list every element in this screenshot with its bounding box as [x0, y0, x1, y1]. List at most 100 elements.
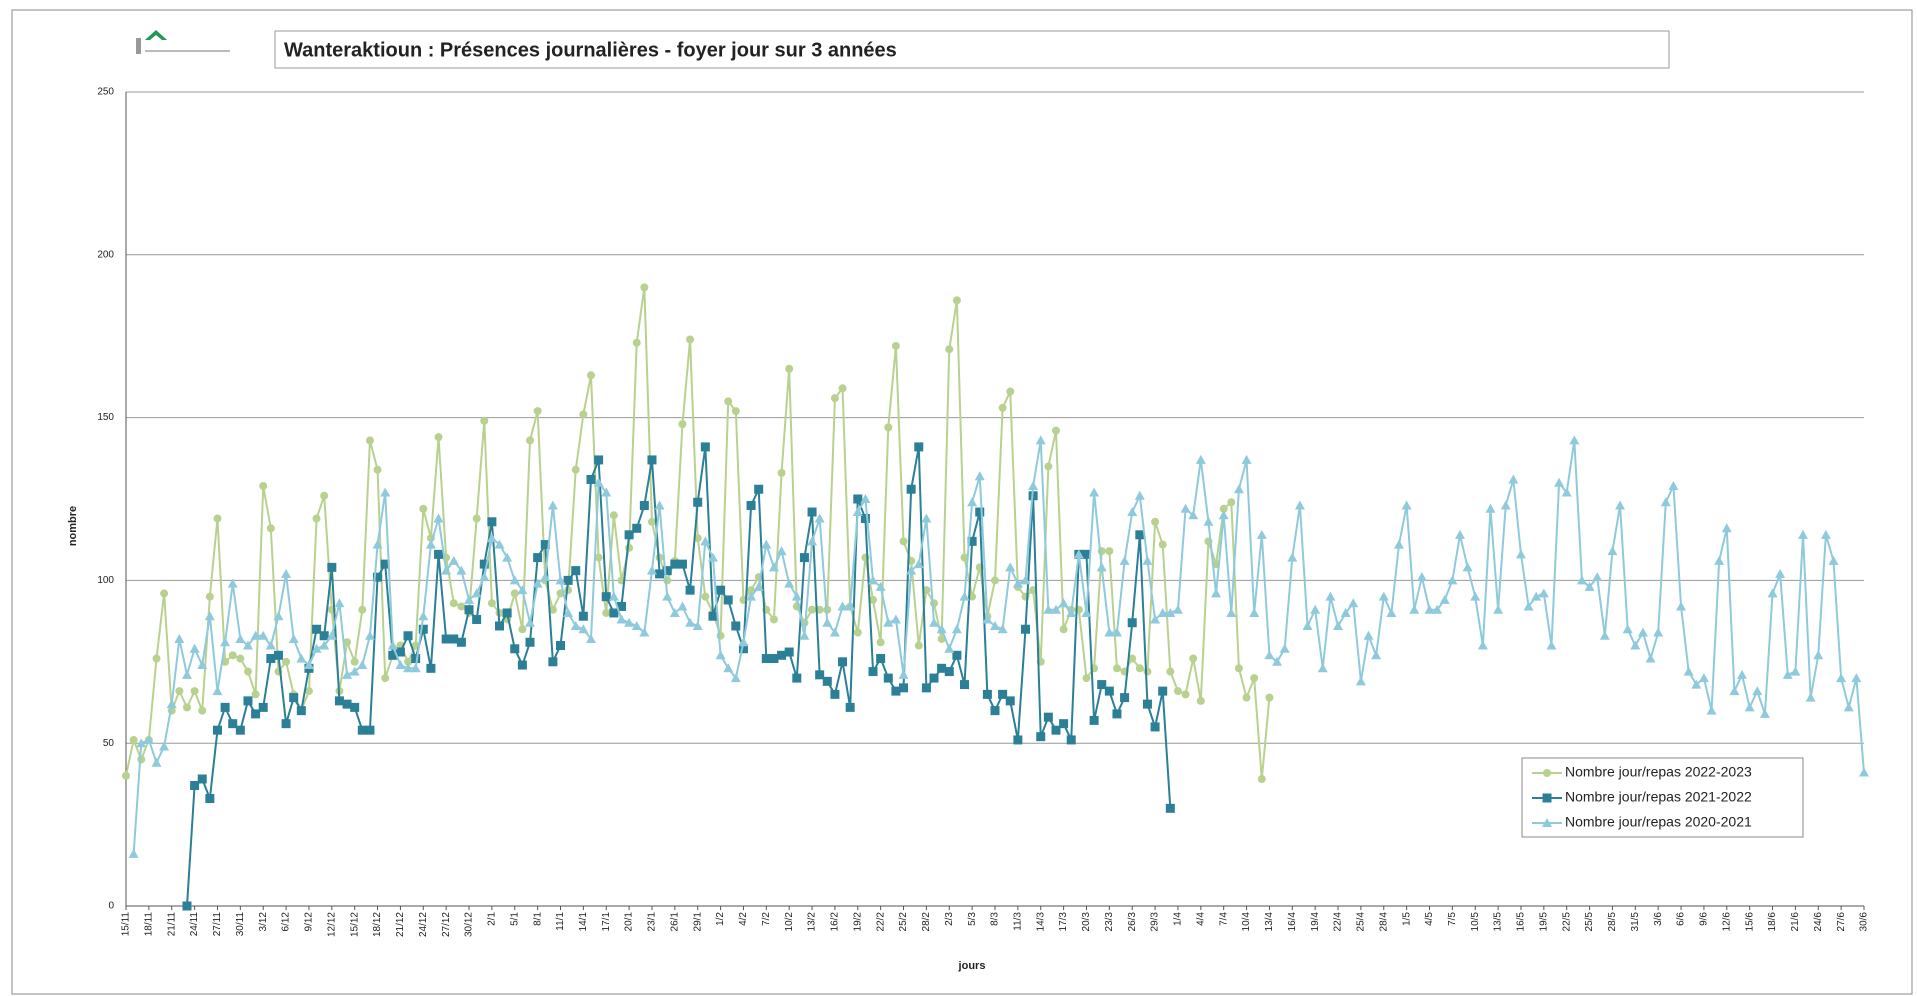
marker: [1172, 604, 1183, 614]
marker: [929, 673, 939, 683]
marker: [646, 565, 657, 575]
marker: [579, 410, 588, 419]
x-tick-label: 15/12: [349, 912, 360, 937]
marker: [1059, 625, 1068, 634]
marker: [952, 650, 962, 660]
marker: [1043, 604, 1054, 614]
marker: [1668, 480, 1679, 490]
marker: [502, 608, 512, 618]
marker: [1181, 690, 1190, 699]
x-tick-label: 4/5: [1424, 912, 1435, 926]
marker: [578, 611, 588, 621]
marker: [1257, 775, 1266, 784]
marker: [1310, 604, 1321, 614]
marker: [1279, 643, 1290, 653]
marker: [197, 774, 207, 784]
x-tick-label: 14/1: [578, 912, 589, 932]
marker: [632, 523, 642, 533]
series-line: [132, 440, 1865, 854]
marker: [273, 611, 284, 621]
marker: [937, 663, 947, 673]
marker: [342, 699, 352, 709]
marker: [799, 630, 810, 640]
marker: [403, 663, 414, 673]
x-tick-label: 22/2: [875, 912, 886, 932]
marker: [1227, 498, 1236, 507]
marker: [815, 670, 825, 680]
marker: [533, 553, 543, 563]
marker: [556, 641, 565, 651]
x-tick-label: 29/1: [692, 912, 703, 932]
marker: [236, 654, 245, 663]
marker: [730, 673, 741, 683]
x-tick-label: 12/6: [1721, 912, 1732, 932]
marker: [1645, 653, 1656, 663]
marker: [563, 575, 573, 585]
marker: [281, 568, 292, 578]
x-tick-label: 28/2: [921, 912, 932, 932]
marker: [869, 595, 878, 604]
marker: [266, 524, 275, 533]
marker: [1165, 607, 1176, 617]
marker: [967, 536, 977, 546]
marker: [1836, 673, 1847, 683]
marker: [364, 630, 375, 640]
marker: [266, 654, 276, 664]
marker: [868, 575, 879, 585]
marker: [738, 644, 748, 654]
marker: [289, 693, 299, 703]
marker: [792, 673, 802, 683]
x-tick-label: 1/4: [1173, 912, 1184, 926]
marker: [731, 407, 740, 416]
marker: [1851, 673, 1862, 683]
marker: [655, 569, 665, 579]
title-box: [274, 30, 1670, 69]
marker: [707, 552, 718, 562]
marker: [190, 781, 200, 791]
marker: [830, 394, 839, 403]
marker: [876, 654, 886, 664]
marker: [319, 640, 330, 650]
x-tick-label: 19/2: [852, 912, 863, 932]
x-tick-label: 28/4: [1378, 912, 1389, 932]
marker: [1401, 500, 1412, 510]
x-tick-label: 3/6: [1653, 912, 1664, 926]
marker: [876, 638, 885, 647]
x-tick-label: 25/2: [898, 912, 909, 932]
marker: [1737, 669, 1748, 679]
x-axis-label: jours: [958, 960, 986, 972]
marker: [312, 624, 322, 634]
marker: [769, 615, 778, 624]
marker: [998, 689, 1008, 699]
x-tick-label: 16/2: [830, 912, 841, 932]
marker: [1790, 666, 1801, 676]
marker: [441, 565, 452, 575]
x-tick-label: 10/5: [1470, 912, 1481, 932]
series: [128, 435, 1869, 858]
marker: [1250, 674, 1259, 683]
marker: [1683, 666, 1694, 676]
marker: [1166, 667, 1175, 676]
marker: [1348, 598, 1359, 608]
marker: [921, 683, 931, 693]
x-tick-label: 31/5: [1630, 912, 1641, 932]
y-tick-label: 0: [108, 901, 114, 912]
marker: [372, 539, 383, 549]
marker: [1394, 539, 1405, 549]
marker: [205, 592, 214, 601]
marker: [357, 725, 367, 735]
x-tick-label: 8/1: [532, 912, 543, 926]
marker: [334, 598, 345, 608]
marker: [410, 663, 421, 673]
x-tick-label: 30/11: [235, 912, 246, 937]
marker: [1828, 555, 1839, 565]
marker: [312, 514, 321, 523]
marker: [212, 686, 223, 696]
marker: [441, 634, 451, 644]
y-tick-label: 150: [97, 412, 114, 423]
marker: [235, 725, 245, 735]
x-tick-label: 5/3: [967, 912, 978, 926]
marker: [1203, 516, 1214, 526]
marker: [204, 611, 215, 621]
marker: [1249, 607, 1260, 617]
